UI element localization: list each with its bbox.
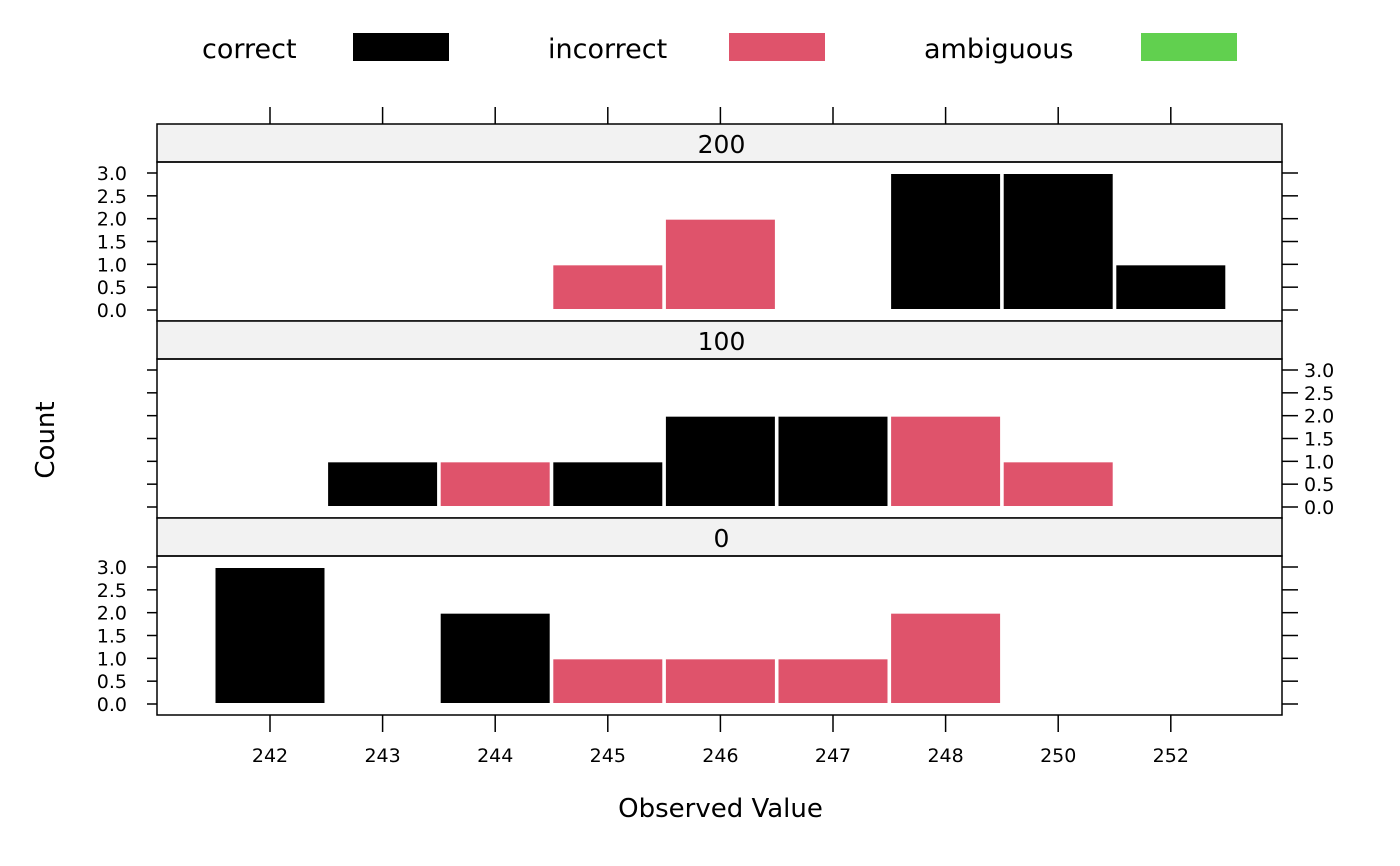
strip-200	[156, 123, 1283, 163]
legend-label-correct: correct	[202, 34, 297, 65]
strip-0	[156, 517, 1283, 557]
y-tick-label: 0.0	[97, 694, 127, 716]
strip-label: 200	[698, 130, 746, 159]
legend-swatch-correct	[353, 33, 449, 61]
bar-200-252	[1114, 263, 1228, 312]
y-tick-label: 2.5	[1304, 383, 1334, 405]
bar-100-243	[326, 460, 440, 509]
bar-100-248	[889, 414, 1003, 508]
bar-0-244	[438, 611, 552, 706]
bar-100-250	[1001, 460, 1115, 509]
y-tick-label: 3.0	[1304, 360, 1334, 382]
x-tick-label: 250	[1040, 745, 1076, 767]
y-axis-title: Count	[31, 401, 61, 478]
y-tick-label: 0.5	[1304, 474, 1334, 496]
bar-200-245	[551, 263, 665, 312]
x-tick-label: 248	[927, 745, 963, 767]
x-tick-label: 242	[252, 745, 288, 767]
legend-label-incorrect: incorrect	[548, 34, 667, 65]
bar-100-247	[776, 414, 890, 508]
bar-0-245	[551, 657, 665, 705]
y-tick-label: 3.0	[97, 557, 127, 579]
x-tick-label: 245	[590, 745, 626, 767]
y-tick-label: 3.0	[97, 163, 127, 185]
x-tick-label: 252	[1153, 745, 1189, 767]
y-tick-label: 1.5	[1304, 429, 1334, 451]
y-tick-label: 2.0	[1304, 406, 1334, 428]
y-tick-label: 0.0	[97, 300, 127, 322]
legend-swatch-ambiguous	[1141, 33, 1237, 61]
x-tick-label: 244	[477, 745, 513, 767]
bar-100-245	[551, 460, 665, 509]
legend-swatch-incorrect	[729, 33, 825, 61]
y-tick-label: 1.0	[1304, 451, 1334, 473]
strip-label: 100	[698, 327, 746, 356]
bar-0-247	[776, 657, 890, 705]
y-tick-label: 1.5	[97, 232, 127, 254]
y-tick-label: 2.0	[97, 603, 127, 625]
strip-label: 0	[714, 524, 730, 553]
x-tick-label: 243	[364, 745, 400, 767]
y-tick-label: 2.5	[97, 186, 127, 208]
x-axis-title: Observed Value	[618, 794, 823, 824]
y-tick-label: 1.0	[97, 648, 127, 670]
bar-0-246	[663, 657, 777, 705]
bar-200-250	[1001, 172, 1115, 311]
y-tick-label: 0.5	[97, 277, 127, 299]
bar-100-246	[663, 414, 777, 508]
bar-200-246	[663, 217, 777, 312]
y-tick-label: 2.0	[97, 209, 127, 231]
bar-0-242	[213, 566, 327, 705]
y-tick-label: 1.5	[97, 626, 127, 648]
bar-100-244	[438, 460, 552, 509]
legend-label-ambiguous: ambiguous	[924, 34, 1073, 65]
y-tick-label: 1.0	[97, 254, 127, 276]
y-tick-label: 0.0	[1304, 497, 1334, 519]
x-tick-label: 246	[702, 745, 738, 767]
strip-100	[156, 320, 1283, 360]
y-tick-label: 2.5	[97, 580, 127, 602]
bar-200-248	[889, 172, 1003, 311]
y-tick-label: 0.5	[97, 671, 127, 693]
bar-0-248	[889, 611, 1003, 706]
x-tick-label: 247	[815, 745, 851, 767]
